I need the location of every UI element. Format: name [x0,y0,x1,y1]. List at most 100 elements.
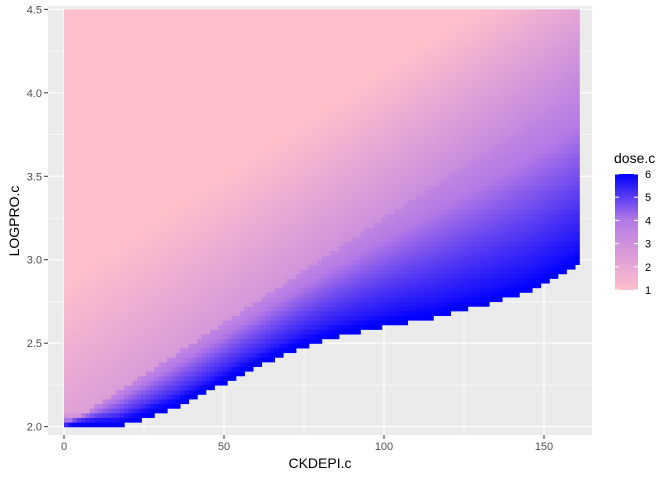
heat-cell [179,250,185,256]
heat-cell [85,371,91,377]
heat-cell [68,185,74,191]
heat-cell [282,343,288,349]
heat-cell [295,162,301,168]
heat-cell [192,389,198,395]
heat-cell [85,60,91,66]
heat-cell [270,227,275,233]
heat-cell [175,78,181,85]
heat-cell [205,88,211,94]
heat-cell [214,64,220,71]
heat-cell [149,88,155,94]
heat-cell [270,69,275,75]
heat-cell [85,83,91,89]
heat-cell [244,366,250,372]
heat-cell [308,9,314,15]
heat-cell [158,361,164,367]
heat-cell [192,301,198,307]
heat-cell [291,245,297,252]
heat-cell [64,134,69,140]
heat-cell [68,403,74,409]
heat-cell [141,371,147,377]
heat-cell [171,162,177,168]
heat-cell [231,375,237,381]
heat-cell [291,55,297,61]
heat-cell [291,102,297,108]
heat-cell [94,352,99,358]
heat-cell [257,92,263,99]
heat-cell [209,333,215,340]
heat-cell [141,74,147,80]
heat-cell [252,185,258,191]
heat-cell [270,213,275,219]
heat-cell [235,27,241,34]
heat-cell [149,301,155,307]
heat-cell [201,347,207,354]
heat-cell [167,143,172,150]
heat-cell [158,269,164,275]
heat-cell [85,32,91,38]
heat-cell [89,204,95,210]
heat-cell [171,278,177,284]
heat-cell [257,115,263,122]
heat-cell [72,74,78,80]
heat-cell [136,194,142,201]
heat-cell [265,153,271,159]
heat-cell [102,204,108,210]
heat-cell [235,111,241,117]
heat-cell [81,171,87,177]
heat-cell [235,129,241,136]
heat-cell [244,69,250,75]
heat-cell [218,176,224,182]
heat-cell [205,120,211,126]
heat-cell [106,199,112,205]
heat-cell [111,18,117,24]
heat-cell [252,236,258,242]
heat-cell [222,278,228,284]
heat-cell [308,74,314,80]
heat-cell [184,273,190,279]
heat-cell [265,333,271,340]
heat-cell [295,338,301,344]
heat-cell [171,394,177,400]
heat-cell [252,227,258,233]
heat-cell [231,282,237,289]
heat-cell [304,204,310,210]
heat-cell [111,292,117,298]
heat-cell [222,78,228,85]
heat-cell [154,259,160,265]
heat-cell [222,180,228,187]
heat-cell [188,157,194,163]
heat-cell [222,176,228,182]
heat-cell [171,27,177,34]
heat-cell [89,55,95,61]
heat-cell [89,310,95,316]
heat-cell [278,222,284,228]
heat-cell [274,204,280,210]
heat-cell [145,375,151,381]
heat-cell [102,148,108,154]
heat-cell [136,310,142,316]
heat-cell [141,236,147,242]
heat-cell [287,287,293,293]
heat-cell [68,398,74,405]
heat-cell [274,320,280,326]
heat-cell [227,218,233,224]
heat-cell [287,27,293,34]
heat-cell [218,269,224,275]
heat-cell [98,92,104,99]
heat-cell [85,166,91,173]
heat-cell [68,264,74,270]
heat-cell [270,194,275,201]
heat-cell [295,259,301,265]
heat-cell [257,282,263,289]
heat-cell [124,218,129,224]
heat-cell [252,32,258,38]
heat-cell [188,60,194,66]
heat-cell [76,27,82,34]
heat-cell [102,278,108,284]
heat-cell [68,97,74,103]
heat-cell [218,273,224,279]
heat-cell [179,199,185,205]
heat-cell [188,227,194,233]
heat-cell [313,231,318,238]
